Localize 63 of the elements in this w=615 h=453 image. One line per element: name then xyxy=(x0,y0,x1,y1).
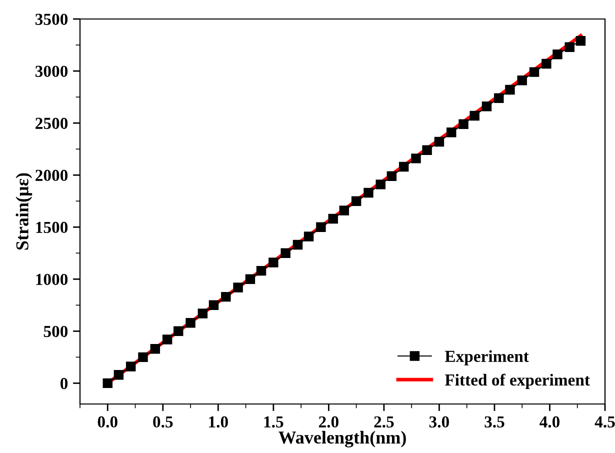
x-tick-label: 3.0 xyxy=(429,416,449,428)
point xyxy=(517,76,527,86)
point xyxy=(174,326,184,336)
point xyxy=(316,222,326,232)
point xyxy=(304,232,314,242)
point xyxy=(138,352,148,362)
point xyxy=(292,240,303,250)
point xyxy=(114,370,124,380)
x-tick-label: 1.0 xyxy=(209,416,228,428)
x-tick-label: 1.5 xyxy=(264,416,284,428)
point xyxy=(162,334,172,344)
point xyxy=(446,128,456,138)
point xyxy=(552,50,562,60)
legend-label: Fitted of experiment xyxy=(444,374,590,389)
x-axis-title: Wavelength(nm) xyxy=(278,430,406,448)
point xyxy=(434,136,444,147)
point xyxy=(245,274,256,284)
point xyxy=(208,300,219,310)
y-tick-label: 2500 xyxy=(36,118,68,129)
x-tick-label: 0.0 xyxy=(98,416,118,428)
y-tick-label: 1000 xyxy=(36,274,68,286)
point xyxy=(328,214,338,224)
point xyxy=(150,344,160,354)
point xyxy=(529,67,540,77)
y-tick-label: 500 xyxy=(44,326,68,338)
y-tick-label: 3000 xyxy=(35,66,68,77)
point xyxy=(339,206,350,216)
y-tick-label: 3500 xyxy=(35,14,68,25)
point xyxy=(186,318,196,328)
point xyxy=(422,145,432,155)
point xyxy=(280,248,290,258)
point xyxy=(126,362,136,372)
point xyxy=(233,282,243,292)
x-tick-label: 2.0 xyxy=(318,416,338,428)
point xyxy=(376,180,386,190)
y-tick-label: 2000 xyxy=(36,170,68,182)
point xyxy=(482,102,492,112)
x-tick-label: 0.5 xyxy=(153,416,173,428)
point xyxy=(542,58,552,69)
point xyxy=(494,93,504,103)
point xyxy=(364,188,374,198)
point xyxy=(198,308,208,318)
y-tick-label: 0 xyxy=(60,378,68,390)
point xyxy=(411,154,421,164)
x-tick-label: 4.0 xyxy=(540,416,560,428)
y-axis-title: Strain(με) xyxy=(16,173,32,250)
y-tick-label: 1500 xyxy=(36,222,68,234)
point xyxy=(564,42,574,52)
x-tick-label: 2.5 xyxy=(374,416,394,428)
point xyxy=(351,196,362,206)
legend-label: Experiment xyxy=(444,350,529,366)
point xyxy=(458,119,468,129)
point xyxy=(256,266,266,276)
point xyxy=(221,292,231,302)
x-tick-label: 3.5 xyxy=(484,416,504,428)
x-tick-label: 4.5 xyxy=(594,416,615,428)
point xyxy=(398,162,409,172)
point xyxy=(268,258,278,268)
point xyxy=(505,84,515,95)
point xyxy=(576,36,586,46)
point xyxy=(102,378,112,388)
point xyxy=(470,110,480,121)
point xyxy=(386,171,397,181)
